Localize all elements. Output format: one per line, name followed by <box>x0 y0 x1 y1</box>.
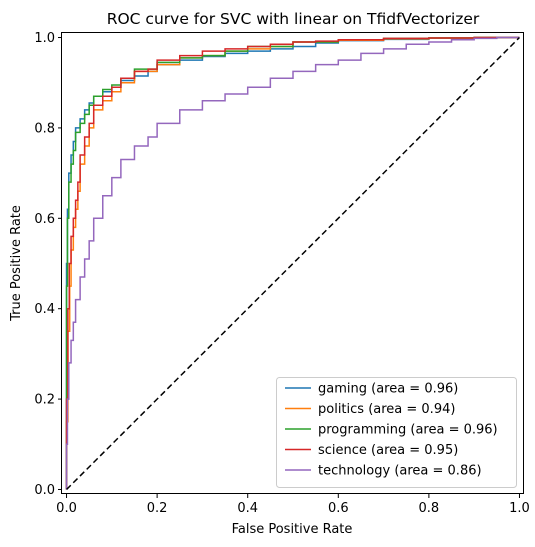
x-axis-label: False Positive Rate <box>232 522 353 537</box>
x-tick-label: 0.8 <box>419 501 440 516</box>
legend-label-1: politics (area = 0.94) <box>318 402 455 417</box>
series-line-3 <box>65 36 520 490</box>
y-tick-label: 1.0 <box>34 31 55 46</box>
legend-box <box>276 377 517 488</box>
x-tick-label: 0.0 <box>56 501 77 516</box>
y-tick-label: 0.0 <box>34 483 55 498</box>
y-axis-label: True Positive Rate <box>9 205 24 322</box>
plot-frame <box>61 32 524 494</box>
x-tick-label: 1.0 <box>509 501 530 516</box>
x-tick-label: 0.6 <box>328 501 349 516</box>
y-tick-label: 0.2 <box>34 393 55 408</box>
plot-area <box>65 36 521 491</box>
x-tick-label: 0.2 <box>147 501 168 516</box>
legend: gaming (area = 0.96) politics (area = 0.9… <box>276 377 517 488</box>
axis-ticks: 0.0 0.2 0.4 0.6 0.8 1.0 0.0 0.2 0.4 0.6 0.8 1.0 <box>34 31 530 516</box>
legend-label-3: science (area = 0.95) <box>318 443 458 458</box>
y-tick-label: 0.6 <box>34 212 55 227</box>
legend-label-2: programming (area = 0.96) <box>318 423 498 438</box>
series-line-4 <box>65 36 520 490</box>
y-tick-label: 0.8 <box>34 121 55 136</box>
legend-label-0: gaming (area = 0.96) <box>318 382 458 397</box>
x-tick-label: 0.4 <box>237 501 258 516</box>
legend-label-4: technology (area = 0.86) <box>318 464 482 479</box>
y-tick-label: 0.4 <box>34 302 55 317</box>
chart-title: ROC curve for SVC with linear on TfidfVe… <box>107 10 480 28</box>
diagonal-reference-line <box>65 36 521 491</box>
